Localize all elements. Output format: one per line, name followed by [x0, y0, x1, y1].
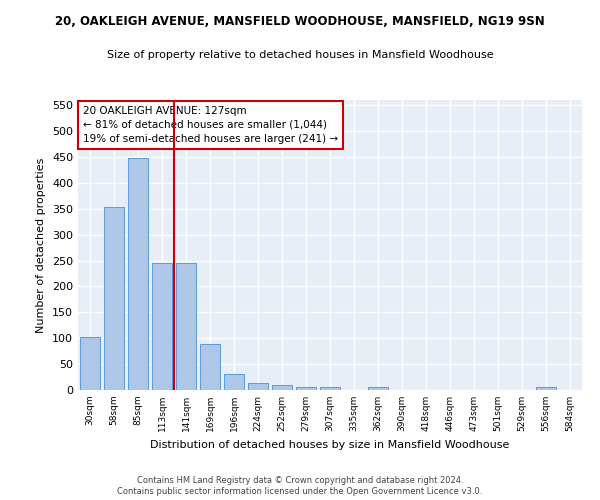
- Text: Size of property relative to detached houses in Mansfield Woodhouse: Size of property relative to detached ho…: [107, 50, 493, 60]
- Text: 20 OAKLEIGH AVENUE: 127sqm
← 81% of detached houses are smaller (1,044)
19% of s: 20 OAKLEIGH AVENUE: 127sqm ← 81% of deta…: [83, 106, 338, 144]
- Bar: [224, 374, 244, 390]
- Bar: [296, 388, 316, 390]
- Bar: [536, 388, 556, 390]
- Bar: [128, 158, 148, 390]
- Bar: [152, 263, 172, 390]
- Text: 20, OAKLEIGH AVENUE, MANSFIELD WOODHOUSE, MANSFIELD, NG19 9SN: 20, OAKLEIGH AVENUE, MANSFIELD WOODHOUSE…: [55, 15, 545, 28]
- Bar: [320, 388, 340, 390]
- Text: Contains HM Land Registry data © Crown copyright and database right 2024.: Contains HM Land Registry data © Crown c…: [137, 476, 463, 485]
- Bar: [104, 207, 124, 390]
- Text: Contains public sector information licensed under the Open Government Licence v3: Contains public sector information licen…: [118, 488, 482, 496]
- X-axis label: Distribution of detached houses by size in Mansfield Woodhouse: Distribution of detached houses by size …: [151, 440, 509, 450]
- Bar: [248, 384, 268, 390]
- Y-axis label: Number of detached properties: Number of detached properties: [37, 158, 46, 332]
- Bar: [176, 263, 196, 390]
- Bar: [80, 336, 100, 390]
- Bar: [272, 386, 292, 390]
- Bar: [368, 388, 388, 390]
- Bar: [200, 344, 220, 390]
